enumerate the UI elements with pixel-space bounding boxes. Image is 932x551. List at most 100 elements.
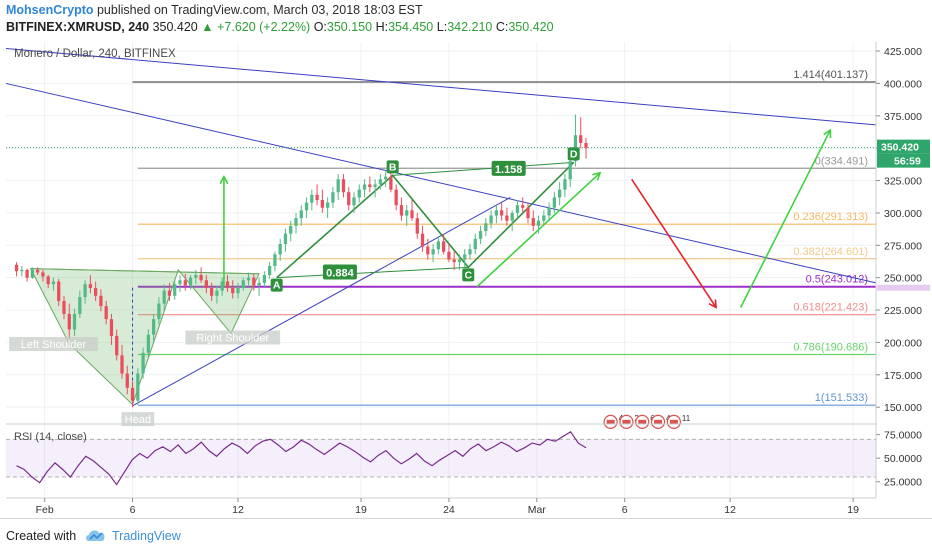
candle-body [442,241,446,252]
chart-drawings[interactable] [5,47,877,407]
candle-body [210,288,214,296]
fib-level-label: 0.382(264.601) [793,246,868,258]
candle-body [225,281,230,289]
candle-body [183,280,187,286]
rsi-line[interactable] [16,430,587,486]
high-label: H: [375,20,389,34]
candle-body [268,266,272,276]
candle-body [542,215,546,221]
fib-level-label: 1(151.533) [815,392,868,404]
candle-body [473,238,477,250]
countdown-label: 56:59 [894,156,921,168]
candle-body [558,189,562,198]
fib-retracement[interactable]: 1.414(401.137) 0(334.491) 0.236(291.313) 0.… [132,69,876,406]
candle-body [20,269,24,272]
candle-body [547,207,551,216]
price-tick-label: 375.000 [884,111,922,123]
fib-level-label: 0(334.491) [815,155,868,167]
chart-labels: A B C D 0.884 1.158 Left Shoulder Right Shoulde… [9,48,691,429]
candle-body [568,161,572,180]
rsi-pane[interactable]: 25.0000 50.0000 75.0000 RSI (14, close) [6,430,922,489]
candle-body [494,210,498,216]
candle-body [336,179,340,193]
candle-body [109,319,114,336]
abcd-point-badge [567,147,580,161]
candle-body [125,373,129,388]
abcd-pattern[interactable] [276,161,575,279]
candle-body [489,215,493,224]
trendline-lower[interactable] [5,82,877,284]
neckline[interactable] [30,268,260,275]
target-arrow-head[interactable] [219,175,229,185]
author-name[interactable]: MohsenCrypto [6,3,94,17]
candle-body [136,373,140,401]
price-tick-label: 325.000 [884,176,922,188]
projection-arrow-rebound[interactable] [739,129,832,308]
tradingview-brand[interactable]: TradingView [112,529,181,543]
candle-body [505,215,509,221]
publish-text: published on TradingView.com, March 03, … [96,3,423,17]
candle-body [236,288,240,294]
candle-body [188,277,193,286]
close-value: 350.420 [508,20,554,34]
candle-body [420,233,425,247]
close-label: C: [495,20,509,34]
candle-body [410,210,414,219]
candle-body [304,202,309,211]
candle-body [72,313,77,330]
event-icon-flag [638,419,647,424]
candle-body [41,272,45,277]
event-icon-flag [654,419,663,424]
last-price: 350.420 [152,20,198,34]
pattern-label-bg [121,412,155,427]
time-tick-label: 12 [724,504,736,516]
projection-arrow-rebound-head[interactable] [823,128,832,139]
candle-body [262,275,266,283]
candle-body [257,282,261,286]
candle-body [246,277,251,281]
candle-body [146,334,150,353]
candle-body [36,269,40,273]
abcd-point-label: C [464,269,472,281]
candle-body [199,275,203,281]
candle-body [468,249,472,255]
abcd-ratio-badge [491,160,526,176]
time-tick-label: 19 [847,504,859,516]
candle-body [389,176,393,190]
candle-body [283,233,288,245]
candle-body [273,254,277,267]
price-chart[interactable]: 1.414(401.137) 0(334.491) 0.236(291.313) 0.… [0,40,932,518]
projection-arrow-down-head[interactable] [708,299,717,309]
candle-body [99,295,103,307]
candle-body [252,277,256,286]
candle-body [162,290,166,304]
candle-body [167,290,172,296]
candle-body [178,280,182,285]
candle-body [531,218,535,226]
trendline-upper[interactable] [5,47,877,126]
symbol-label: BITFINEX:XMRUSD, 240 [6,20,150,34]
low-label: L: [436,20,448,34]
candle-body [104,306,108,320]
candle-body [352,197,356,206]
time-tick-label: Feb [36,504,54,516]
abcd-point-label: A [273,280,281,292]
fib-level-label: 0.786(190.686) [793,341,868,353]
abcd-ac-line[interactable] [276,266,469,279]
fib-level-label: 0.618(221.423) [793,302,868,314]
candle-body [130,387,135,401]
projection-arrow-down[interactable] [631,178,717,308]
candle-body [62,300,66,314]
abcd-bd-line[interactable] [392,161,574,176]
candle-body [294,218,298,226]
trendline-rising[interactable] [132,196,511,407]
fib-level-label: 0.5(243.012) [806,274,868,286]
rsi-band [6,439,876,478]
candle-body [88,284,92,289]
abcd-ratio-badge [322,264,357,280]
projection-arrow-up-head[interactable] [592,171,602,181]
tradingview-cloud-icon[interactable] [84,527,108,543]
pattern-label-bg [185,330,281,345]
candle-body [452,259,456,263]
abcd-point-label: D [570,148,578,160]
